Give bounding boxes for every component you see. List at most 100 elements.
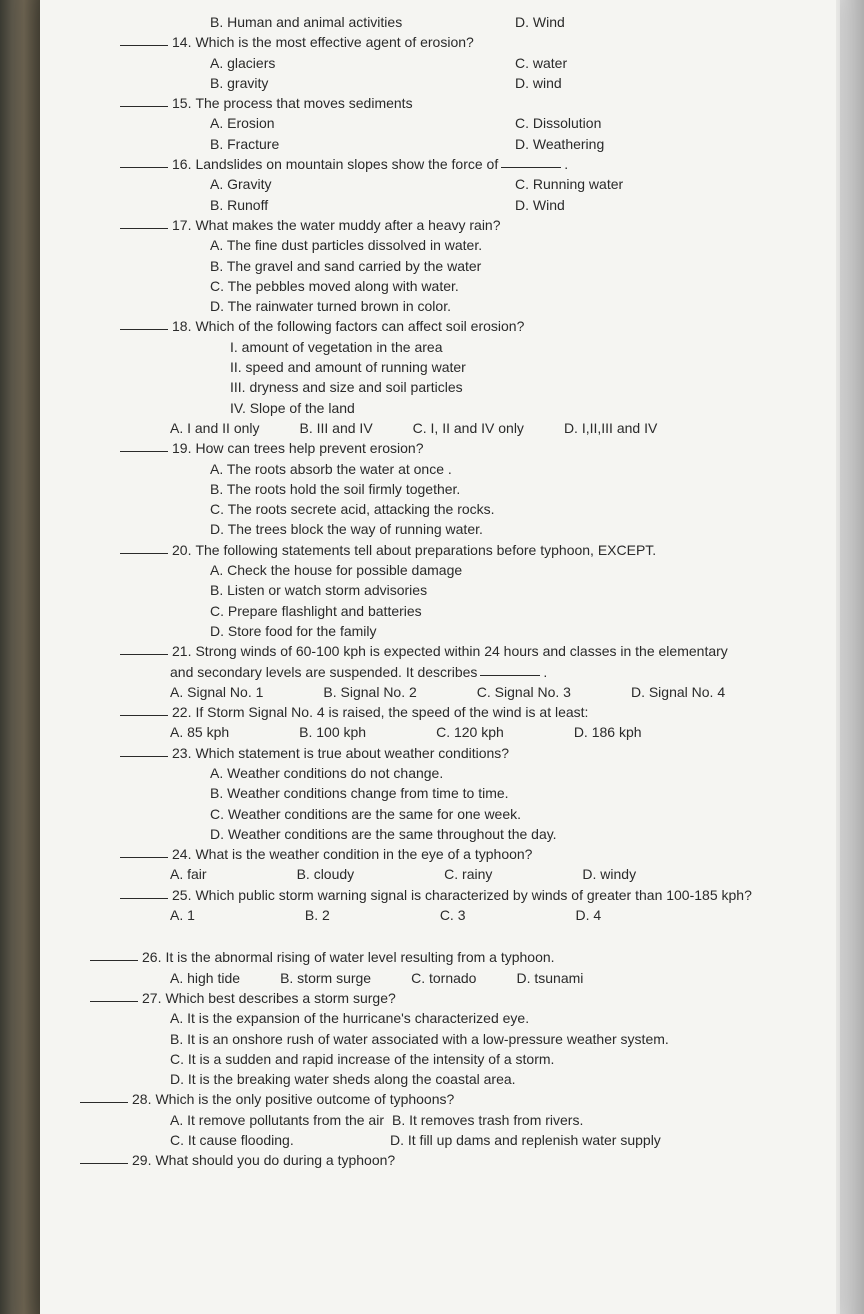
answer-blank [90,947,138,961]
q15: 15. The process that moves sediments [60,93,820,113]
fill-blank [501,154,561,168]
q27-option-c: C. It is a sudden and rapid increase of … [60,1049,820,1069]
q17-option-b: B. The gravel and sand carried by the wa… [60,256,820,276]
q28-option-d: D. It fill up dams and replenish water s… [390,1130,661,1150]
q23-option-d: D. Weather conditions are the same throu… [60,824,820,844]
q13-option-d: D. Wind [515,12,820,32]
q17-text: What makes the water muddy after a heavy… [195,215,500,235]
q16-option-a: A. Gravity [210,174,515,194]
q21-text-line1: Strong winds of 60-100 kph is expected w… [195,641,727,661]
q19: 19. How can trees help prevent erosion? [60,438,820,458]
q25-option-d: D. 4 [576,905,602,925]
q23-option-a: A. Weather conditions do not change. [60,763,820,783]
answer-blank [120,32,168,46]
q16: 16. Landslides on mountain slopes show t… [60,154,820,174]
q21-text-line2: and secondary levels are suspended. It d… [170,662,477,682]
paper-right-shadow [836,0,864,1314]
q17-option-d: D. The rainwater turned brown in color. [60,296,820,316]
q24-number: 24. [172,844,191,864]
answer-blank [120,885,168,899]
q25-option-c: C. 3 [440,905,466,925]
q21-text-line2-row: and secondary levels are suspended. It d… [60,662,820,682]
q18-roman-ii: II. speed and amount of running water [60,357,820,377]
q25-option-b: B. 2 [305,905,330,925]
q15-option-d: D. Weathering [515,134,820,154]
q20-option-a: A. Check the house for possible damage [60,560,820,580]
q24-text: What is the weather condition in the eye… [195,844,532,864]
spacer [60,925,820,947]
q21-number: 21. [172,641,191,661]
answer-blank [120,215,168,229]
answer-blank [120,154,168,168]
q20-number: 20. [172,540,191,560]
q23-text: Which statement is true about weather co… [195,743,509,763]
q28-row-cd: C. It cause flooding. D. It fill up dams… [60,1130,820,1150]
q23-number: 23. [172,743,191,763]
q15-row-bd: B. Fracture D. Weathering [60,134,820,154]
q19-option-b: B. The roots hold the soil firmly togeth… [60,479,820,499]
q27-text: Which best describes a storm surge? [165,988,395,1008]
q16-number: 16. [172,154,191,174]
q28: 28. Which is the only positive outcome o… [60,1089,820,1109]
q15-number: 15. [172,93,191,113]
q21-option-a: A. Signal No. 1 [170,682,263,702]
q26-number: 26. [142,947,161,967]
q14-option-b: B. gravity [210,73,515,93]
q26-text: It is the abnormal rising of water level… [165,947,554,967]
q23: 23. Which statement is true about weathe… [60,743,820,763]
q17-number: 17. [172,215,191,235]
q18-options: A. I and II only B. III and IV C. I, II … [60,418,820,438]
q29: 29. What should you do during a typhoon? [60,1150,820,1170]
q18-option-c: C. I, II and IV only [413,418,524,438]
q18-text: Which of the following factors can affec… [195,316,524,336]
q17-option-c: C. The pebbles moved along with water. [60,276,820,296]
q25-text: Which public storm warning signal is cha… [195,885,751,905]
q24: 24. What is the weather condition in the… [60,844,820,864]
q28-option-c: C. It cause flooding. [170,1130,390,1150]
q26-option-b: B. storm surge [280,968,371,988]
q18-option-d: D. I,II,III and IV [564,418,657,438]
q22-text: If Storm Signal No. 4 is raised, the spe… [195,702,588,722]
q22-option-a: A. 85 kph [170,722,229,742]
exam-paper: B. Human and animal activities D. Wind 1… [40,0,840,1314]
q23-option-c: C. Weather conditions are the same for o… [60,804,820,824]
q21-options: A. Signal No. 1 B. Signal No. 2 C. Signa… [60,682,820,702]
q22-option-c: C. 120 kph [436,722,504,742]
q21-option-b: B. Signal No. 2 [323,682,416,702]
q16-option-d: D. Wind [515,195,820,215]
q14-option-d: D. wind [515,73,820,93]
q14-option-c: C. water [515,53,820,73]
q20-option-c: C. Prepare flashlight and batteries [60,601,820,621]
q22: 22. If Storm Signal No. 4 is raised, the… [60,702,820,722]
q15-row-ac: A. Erosion C. Dissolution [60,113,820,133]
q15-text: The process that moves sediments [195,93,412,113]
q19-option-c: C. The roots secrete acid, attacking the… [60,499,820,519]
q28-option-b: B. It removes trash from rivers. [392,1110,583,1130]
q13-option-row: B. Human and animal activities D. Wind [60,12,820,32]
q20-option-d: D. Store food for the family [60,621,820,641]
q24-options: A. fair B. cloudy C. rainy D. windy [60,864,820,884]
q28-number: 28. [132,1089,151,1109]
q26-option-a: A. high tide [170,968,240,988]
q15-option-b: B. Fracture [210,134,515,154]
answer-blank [120,540,168,554]
answer-blank [80,1089,128,1103]
q26-option-c: C. tornado [411,968,476,988]
q19-number: 19. [172,438,191,458]
q27-option-b: B. It is an onshore rush of water associ… [60,1029,820,1049]
q27-option-d: D. It is the breaking water sheds along … [60,1069,820,1089]
answer-blank [120,93,168,107]
q15-option-c: C. Dissolution [515,113,820,133]
q14-option-a: A. glaciers [210,53,515,73]
q20-text: The following statements tell about prep… [195,540,656,560]
q16-row-bd: B. Runoff D. Wind [60,195,820,215]
q20: 20. The following statements tell about … [60,540,820,560]
q24-option-a: A. fair [170,864,207,884]
q28-row-ab: A. It remove pollutants from the air B. … [60,1110,820,1130]
q19-text: How can trees help prevent erosion? [195,438,423,458]
q14-row-ac: A. glaciers C. water [60,53,820,73]
q18-roman-iv: IV. Slope of the land [60,398,820,418]
q25-options: A. 1 B. 2 C. 3 D. 4 [60,905,820,925]
q24-option-c: C. rainy [444,864,492,884]
q15-option-a: A. Erosion [210,113,515,133]
